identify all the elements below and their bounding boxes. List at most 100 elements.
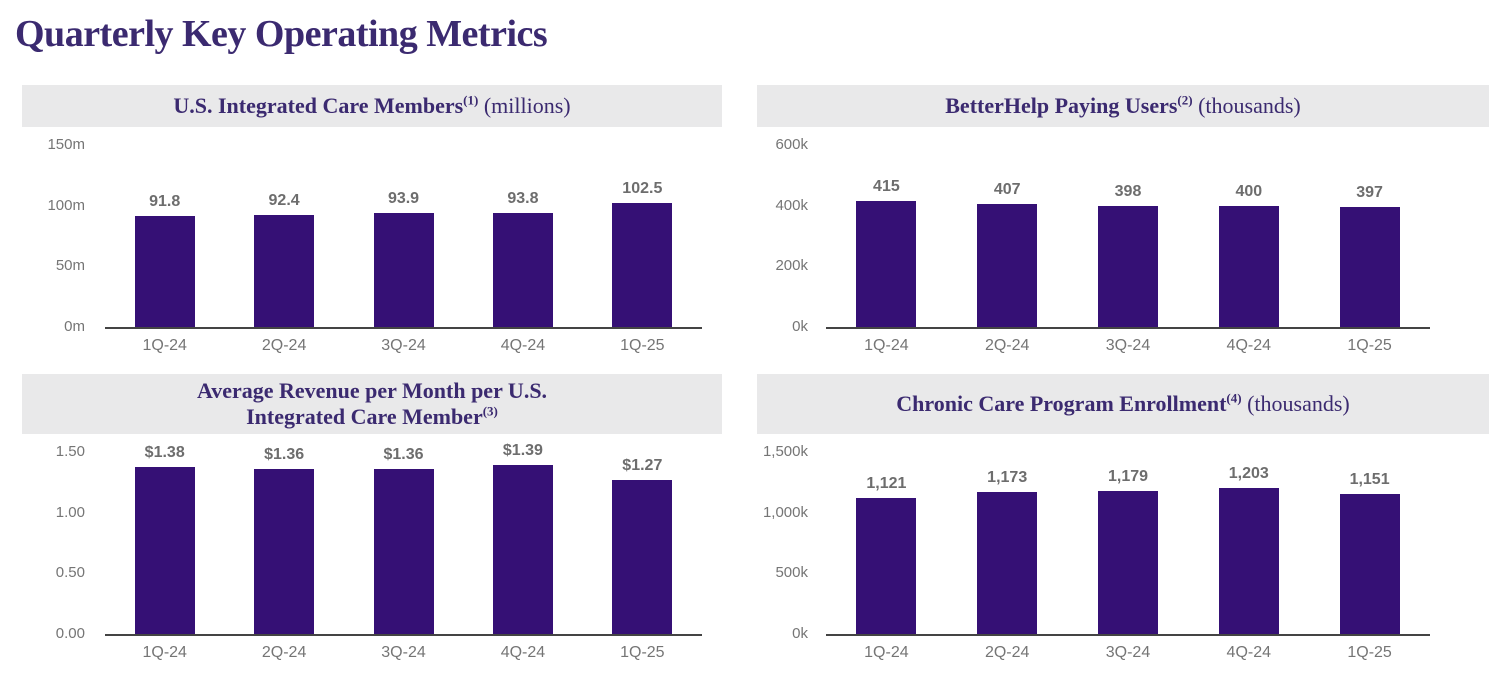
x-axis: 1Q-24 2Q-24 3Q-24 4Q-24 1Q-25 — [105, 337, 702, 355]
y-tick-label: 1.00 — [55, 503, 85, 521]
bar-slot: 102.5 — [583, 180, 702, 327]
bar-value-label: 398 — [1114, 183, 1142, 200]
page-title: Quarterly Key Operating Metrics — [15, 13, 548, 55]
bar — [492, 213, 553, 327]
x-tick-label: 2Q-24 — [984, 644, 1030, 661]
plot-wrap: 91.8 92.4 93.9 93.8 102.5 1Q-24 2Q-24 3Q-24 4Q-… — [105, 127, 702, 355]
bar-slot: $1.27 — [583, 457, 702, 634]
y-tick-label: 0k — [792, 318, 808, 335]
chart-footnote-marker: (1) — [463, 92, 479, 108]
bar — [1097, 491, 1158, 634]
chart-header: U.S. Integrated Care Members(1) (million… — [22, 85, 722, 127]
chart-body: 1,500k 1,000k 500k 0k 1,121 1,173 1,179 1,203 1… — [757, 434, 1489, 662]
chart-title: BetterHelp Paying Users — [945, 93, 1178, 118]
chart-title: Average Revenue per Month per U.S. Integ… — [196, 378, 548, 429]
bar-value-label: 1,173 — [987, 469, 1028, 486]
x-tick-label: 4Q-24 — [500, 644, 546, 661]
bar — [977, 204, 1038, 327]
plot-area: 415 407 398 400 397 — [826, 127, 1430, 329]
bar — [373, 213, 434, 327]
chart-header-text: Chronic Care Program Enrollment(4) (thou… — [757, 391, 1489, 417]
bar-value-label: 407 — [993, 181, 1021, 198]
slide: Quarterly Key Operating Metrics U.S. Int… — [15, 13, 1489, 662]
chart-title: U.S. Integrated Care Members — [173, 93, 464, 118]
bar — [1218, 206, 1279, 327]
bar-slot: $1.38 — [105, 444, 224, 634]
x-tick-label: 3Q-24 — [381, 644, 426, 661]
chart-card-3: Average Revenue per Month per U.S. Integ… — [22, 374, 722, 662]
y-axis: 1,500k 1,000k 500k 0k — [757, 434, 826, 642]
chart-header-text: U.S. Integrated Care Members(1) (million… — [22, 93, 722, 119]
bar-slot: $1.36 — [344, 446, 463, 634]
chart-body: 1.50 1.00 0.50 0.00 $1.38 $1.36 $1.36 $1.39 $1.… — [22, 434, 722, 662]
chart-unit-label: (millions) — [478, 93, 571, 118]
chart-footnote-marker: (4) — [1226, 390, 1242, 406]
x-tick-label: 3Q-24 — [1105, 337, 1151, 354]
bar-slot: 1,203 — [1188, 465, 1309, 634]
x-tick-label: 2Q-24 — [984, 337, 1030, 354]
bar-value-label: 397 — [1356, 184, 1383, 201]
bar-value-label: 400 — [1235, 183, 1263, 200]
bar-slot: 407 — [947, 181, 1068, 327]
chart-unit-label: (thousands) — [1241, 391, 1350, 416]
x-tick-label: 4Q-24 — [1226, 337, 1272, 354]
bar-slot: 1,121 — [826, 475, 947, 634]
chart-footnote-marker: (2) — [1177, 92, 1193, 108]
plot-area: $1.38 $1.36 $1.36 $1.39 $1.27 — [105, 434, 702, 636]
bar-slot: 397 — [1309, 184, 1430, 327]
x-tick-label: 1Q-24 — [864, 644, 909, 661]
bar — [254, 469, 315, 634]
bar — [254, 215, 315, 327]
bar-slot: 1,151 — [1309, 471, 1430, 634]
bar-value-label: $1.36 — [264, 446, 305, 463]
chart-body: 600k 400k 200k 0k 415 407 398 400 397 1Q-24 2Q-2… — [757, 127, 1489, 355]
x-tick-label: 1Q-24 — [864, 337, 909, 354]
x-tick-label: 3Q-24 — [381, 337, 426, 354]
y-tick-label: 1,000k — [762, 503, 808, 521]
bar — [977, 492, 1038, 634]
x-tick-label: 2Q-24 — [261, 644, 307, 661]
y-axis: 600k 400k 200k 0k — [757, 127, 826, 335]
bar-value-label: $1.39 — [502, 442, 543, 459]
chart-card-1: U.S. Integrated Care Members(1) (million… — [22, 85, 722, 355]
bar-value-label: $1.36 — [383, 446, 424, 463]
x-axis: 1Q-24 2Q-24 3Q-24 4Q-24 1Q-25 — [826, 337, 1430, 355]
x-tick-label: 4Q-24 — [1226, 644, 1272, 661]
bar-value-label: 1,179 — [1107, 468, 1149, 485]
x-axis: 1Q-24 2Q-24 3Q-24 4Q-24 1Q-25 — [105, 644, 702, 662]
chart-header: Average Revenue per Month per U.S. Integ… — [22, 374, 722, 434]
y-tick-label: 0.50 — [55, 564, 85, 582]
bar — [492, 465, 553, 634]
bar — [1218, 488, 1279, 634]
chart-title: Chronic Care Program Enrollment — [896, 391, 1227, 416]
bar-value-label: 102.5 — [622, 180, 663, 197]
bar-value-label: 91.8 — [149, 193, 181, 210]
bar-value-label: 1,151 — [1349, 471, 1390, 488]
y-tick-label: 1.50 — [55, 443, 85, 460]
bar — [612, 480, 673, 634]
y-tick-label: 400k — [775, 196, 808, 214]
x-tick-label: 4Q-24 — [500, 337, 546, 354]
y-axis: 150m 100m 50m 0m — [22, 127, 105, 335]
y-tick-label: 200k — [775, 257, 808, 275]
x-tick-label: 1Q-25 — [1347, 644, 1392, 661]
bar — [856, 201, 917, 327]
bar — [1339, 207, 1400, 327]
chart-header-text: Average Revenue per Month per U.S. Integ… — [22, 378, 722, 430]
bar — [1339, 494, 1400, 634]
chart-header: Chronic Care Program Enrollment(4) (thou… — [757, 374, 1489, 434]
y-axis: 1.50 1.00 0.50 0.00 — [22, 434, 105, 642]
bar-slot: 91.8 — [105, 193, 224, 327]
bar — [134, 467, 195, 634]
y-tick-label: 50m — [55, 257, 85, 275]
chart-body: 150m 100m 50m 0m 91.8 92.4 93.9 93.8 102.5 1Q-2… — [22, 127, 722, 355]
x-axis: 1Q-24 2Q-24 3Q-24 4Q-24 1Q-25 — [826, 644, 1430, 662]
x-tick-label: 3Q-24 — [1105, 644, 1151, 661]
plot-wrap: $1.38 $1.36 $1.36 $1.39 $1.27 1Q-24 2Q-24 3Q-2… — [105, 434, 702, 662]
plot-area: 91.8 92.4 93.9 93.8 102.5 — [105, 127, 702, 329]
bar-slot: 398 — [1068, 183, 1189, 327]
x-tick-label: 1Q-25 — [620, 644, 665, 661]
plot-wrap: 1,121 1,173 1,179 1,203 1,151 1Q-24 2Q-24 3Q-2… — [826, 434, 1430, 662]
bar-value-label: $1.27 — [622, 457, 663, 474]
plot-wrap: 415 407 398 400 397 1Q-24 2Q-24 3Q-24 4Q-24 1Q-2… — [826, 127, 1430, 355]
